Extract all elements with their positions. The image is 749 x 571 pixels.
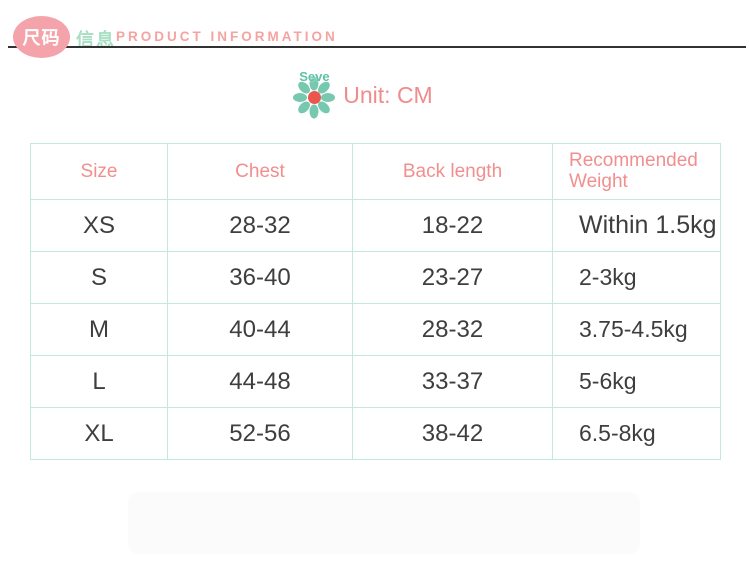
info-label-cn: 信息 bbox=[76, 30, 116, 50]
size-table: Size Chest Back length Recommended Weigh… bbox=[30, 143, 721, 460]
cell-chest: 40-44 bbox=[167, 303, 353, 356]
flower-icon: Seve bbox=[292, 69, 336, 119]
table-row: S 36-40 23-27 2-3kg bbox=[30, 251, 721, 304]
product-information-title: PRODUCT INFORMATION bbox=[116, 29, 338, 44]
cell-chest: 52-56 bbox=[167, 407, 353, 460]
cell-back-length: 38-42 bbox=[352, 407, 553, 460]
flower-petal bbox=[309, 104, 319, 119]
cell-back-length: 33-37 bbox=[352, 355, 553, 408]
cell-size: S bbox=[30, 251, 168, 304]
cell-weight: 5-6kg bbox=[552, 355, 721, 408]
col-header-back-length: Back length bbox=[352, 143, 553, 200]
table-row: M 40-44 28-32 3.75-4.5kg bbox=[30, 303, 721, 356]
cell-back-length: 18-22 bbox=[352, 199, 553, 252]
table-row: L 44-48 33-37 5-6kg bbox=[30, 355, 721, 408]
flower-petal bbox=[321, 93, 336, 103]
cell-back-length: 28-32 bbox=[352, 303, 553, 356]
size-badge: 尺码 bbox=[13, 16, 70, 58]
flower-center-dot bbox=[307, 91, 321, 105]
col-header-chest: Chest bbox=[167, 143, 353, 200]
table-row: XS 28-32 18-22 Within 1.5kg bbox=[30, 199, 721, 252]
faint-watermark bbox=[128, 492, 640, 554]
unit-row: Seve Unit: CM bbox=[0, 69, 737, 119]
cell-chest: 28-32 bbox=[167, 199, 353, 252]
table-row: XL 52-56 38-42 6.5-8kg bbox=[30, 407, 721, 460]
header-underline bbox=[8, 46, 746, 48]
col-header-size: Size bbox=[30, 143, 168, 200]
cell-size: M bbox=[30, 303, 168, 356]
cell-weight: 2-3kg bbox=[552, 251, 721, 304]
table-header-row: Size Chest Back length Recommended Weigh… bbox=[30, 143, 721, 200]
cell-weight: 3.75-4.5kg bbox=[552, 303, 721, 356]
cell-size: XS bbox=[30, 199, 168, 252]
seve-watermark: Seve bbox=[299, 69, 330, 84]
cell-size: L bbox=[30, 355, 168, 408]
cell-chest: 36-40 bbox=[167, 251, 353, 304]
cell-weight: 6.5-8kg bbox=[552, 407, 721, 460]
col-header-recommended-weight: Recommended Weight bbox=[552, 143, 721, 200]
cell-back-length: 23-27 bbox=[352, 251, 553, 304]
unit-label: Unit: CM bbox=[343, 81, 433, 108]
cell-chest: 44-48 bbox=[167, 355, 353, 408]
cell-size: XL bbox=[30, 407, 168, 460]
size-badge-label: 尺码 bbox=[22, 28, 61, 48]
cell-weight: Within 1.5kg bbox=[552, 199, 721, 252]
